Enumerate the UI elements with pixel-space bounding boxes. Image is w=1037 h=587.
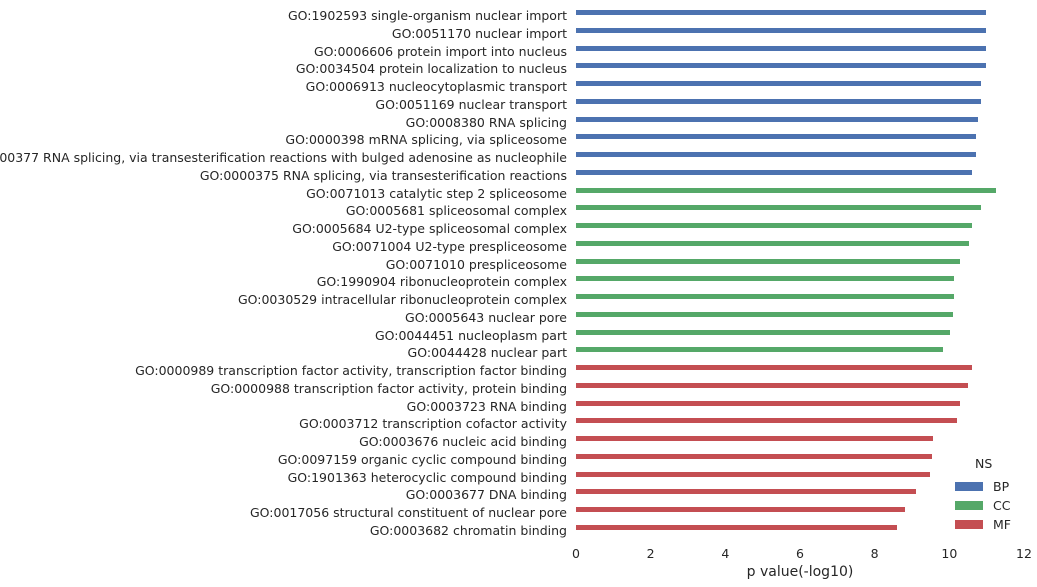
- category-label: GO:0000988 transcription factor activity…: [210, 380, 567, 396]
- bar-cc: [576, 205, 982, 211]
- category-label: GO:1990904 ribonucleoprotein complex: [316, 274, 567, 290]
- x-tick-label: 10: [941, 546, 958, 561]
- bar-cc: [576, 276, 955, 282]
- bar-mf: [576, 471, 930, 477]
- category-label: GO:0003712 transcription cofactor activi…: [299, 416, 567, 432]
- legend-swatch: [955, 482, 983, 491]
- x-tick-label: 6: [796, 546, 804, 561]
- bar-mf: [576, 382, 968, 388]
- category-label: GO:0044428 nuclear part: [407, 345, 567, 361]
- bar-mf: [576, 524, 898, 530]
- category-label: GO:0034504 protein localization to nucle…: [295, 61, 567, 77]
- category-label: GO:0097159 organic cyclic compound bindi…: [277, 451, 567, 467]
- legend-item: BP: [955, 477, 1011, 496]
- category-label: GO:0003723 RNA binding: [406, 398, 567, 414]
- category-label: GO:0000398 mRNA splicing, via spliceosom…: [285, 132, 567, 148]
- category-label: GO:0030529 intracellular ribonucleoprote…: [237, 292, 567, 307]
- legend-label: MF: [993, 517, 1011, 532]
- legend-item: CC: [955, 496, 1011, 515]
- category-label: GO:0071010 prespliceosome: [385, 256, 567, 272]
- category-label: GO:0003682 chromatin binding: [369, 522, 567, 538]
- bar-cc: [576, 240, 970, 246]
- legend-label: BP: [993, 479, 1010, 494]
- category-label: GO:1902593 single-organism nuclear impor…: [287, 8, 567, 23]
- bar-mf: [576, 507, 906, 512]
- category-label: GO:1901363 heterocyclic compound binding: [287, 469, 567, 485]
- bar-mf: [576, 489, 917, 495]
- legend-label: CC: [993, 498, 1011, 513]
- legend-items: BP CC MF: [955, 477, 1011, 534]
- category-label: GO:0006606 protein import into nucleus: [313, 43, 567, 59]
- category-label: GO:0003676 nucleic acid binding: [359, 434, 567, 449]
- legend-item: MF: [955, 515, 1011, 534]
- bar-bp: [576, 45, 986, 51]
- bar-bp: [576, 152, 977, 157]
- legend-swatch: [955, 501, 983, 510]
- bar-cc: [576, 329, 951, 335]
- category-label: GO:0071013 catalytic step 2 spliceosome: [306, 185, 567, 201]
- category-label: GO:0005681 spliceosomal complex: [345, 203, 567, 219]
- legend: NS BP CC MF: [955, 456, 1011, 534]
- category-label: GO:0051169 nuclear transport: [375, 96, 567, 112]
- bar-bp: [576, 63, 986, 69]
- bar-cc: [576, 311, 954, 317]
- bar-mf: [576, 418, 957, 424]
- category-label: GO:0044451 nucleoplasm part: [374, 327, 567, 343]
- x-tick-label: 0: [572, 546, 580, 561]
- bar-mf: [576, 436, 933, 441]
- category-label: GO:0003677 DNA binding: [405, 487, 567, 503]
- category-label: GO:0000375 RNA splicing, via transesteri…: [199, 167, 567, 183]
- bar-cc: [576, 187, 996, 193]
- category-label: GO:0071004 U2-type prespliceosome: [332, 238, 567, 254]
- bar-bp: [576, 169, 973, 175]
- x-axis-label: p value(-log10): [746, 564, 854, 580]
- bar-bp: [576, 27, 986, 33]
- category-label: GO:0005684 U2-type spliceosomal complex: [292, 221, 567, 236]
- bar-bp: [576, 116, 978, 122]
- bar-cc: [576, 258, 960, 264]
- legend-title: NS: [975, 456, 993, 471]
- category-label: GO:0008380 RNA splicing: [405, 114, 567, 130]
- bar-mf: [576, 453, 932, 459]
- category-label: GO:0017056 structural constituent of nuc…: [249, 505, 567, 520]
- bar-bp: [576, 10, 986, 15]
- legend-swatch: [955, 520, 983, 529]
- bar-mf: [576, 400, 960, 406]
- x-tick-label: 12: [1016, 546, 1032, 561]
- bar-bp: [576, 134, 977, 140]
- category-label: GO:0000989 transcription factor activity…: [135, 363, 567, 378]
- x-tick-label: 8: [870, 546, 879, 561]
- category-label: GO:0006913 nucleocytoplasmic transport: [305, 79, 567, 94]
- category-label: GO:0000377 RNA splicing, via transesteri…: [0, 150, 567, 165]
- category-label: GO:0051170 nuclear import: [391, 25, 567, 41]
- bar-cc: [576, 294, 955, 299]
- bar-cc: [576, 223, 973, 228]
- bar-cc: [576, 347, 944, 353]
- bar-bp: [576, 98, 982, 104]
- x-tick-label: 4: [721, 546, 730, 561]
- x-tick-label: 2: [646, 546, 655, 561]
- bar-mf: [576, 365, 972, 370]
- bar-bp: [576, 81, 982, 86]
- category-label: GO:0005643 nuclear pore: [405, 309, 567, 325]
